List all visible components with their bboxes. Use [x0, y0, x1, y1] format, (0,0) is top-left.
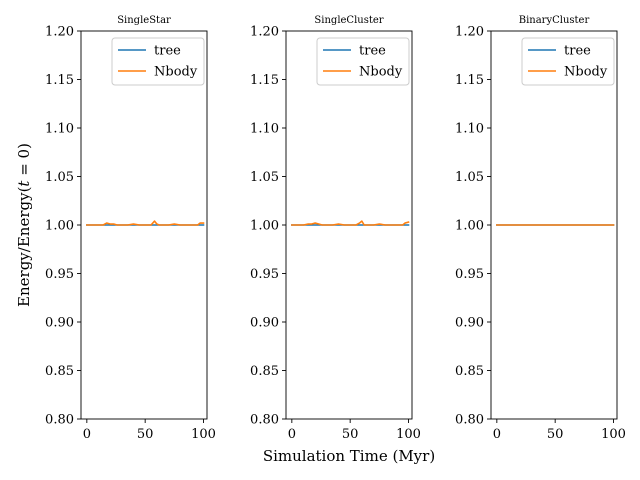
y-tick-label: 1.15: [455, 73, 484, 88]
x-tick-label: 0: [493, 427, 501, 442]
y-axis-title: Energy/Energy(t = 0): [15, 143, 33, 307]
legend-label-tree: tree: [359, 44, 386, 59]
legend: tree Nbody: [521, 37, 615, 86]
y-tick-label: 1.00: [250, 219, 279, 234]
legend: tree Nbody: [316, 37, 410, 86]
y-tick-label: 1.05: [250, 170, 279, 185]
y-tick-label: 1.00: [45, 219, 74, 234]
y-tick-label: 0.95: [45, 267, 74, 282]
y-tick-label: 1.05: [455, 170, 484, 185]
y-tick-label: 0.95: [250, 267, 279, 282]
panel-1: 0.80 0.85 0.90 0.95 1.00 1.05 1.10 1.15 1.20 0 50 1…: [45, 15, 216, 442]
series-line-nbody: [86, 220, 205, 226]
y-tick-label: 1.20: [45, 25, 74, 40]
y-tick-label: 0.95: [455, 267, 484, 282]
y-tick-label: 1.15: [45, 73, 74, 88]
panel-title: BinaryCluster: [519, 15, 590, 26]
legend-label-tree: tree: [154, 44, 181, 59]
y-tick-label: 0.80: [45, 413, 74, 428]
panel-title: SingleStar: [117, 15, 171, 26]
legend-label-nbody: Nbody: [359, 65, 403, 80]
y-tick-label: 0.85: [45, 364, 74, 379]
x-tick-label: 100: [601, 427, 626, 442]
y-tick-label: 0.85: [455, 364, 484, 379]
y-tick-label: 1.10: [250, 122, 279, 137]
y-tick-label: 1.05: [45, 170, 74, 185]
y-tick-label: 1.15: [250, 73, 279, 88]
x-tick-label: 50: [137, 427, 154, 442]
x-tick-label: 0: [83, 427, 91, 442]
legend-label-nbody: Nbody: [154, 65, 198, 80]
x-tick-label: 0: [288, 427, 296, 442]
y-tick-label: 0.80: [455, 413, 484, 428]
y-tick-label: 1.20: [250, 25, 279, 40]
x-tick-label: 100: [191, 427, 216, 442]
panels: 0.80 0.85 0.90 0.95 1.00 1.05 1.10 1.15 1.20 0 50 1…: [45, 15, 626, 442]
legend-label-nbody: Nbody: [564, 65, 608, 80]
y-tick-label: 0.90: [250, 316, 279, 331]
series-line-nbody: [291, 220, 410, 226]
legend: tree Nbody: [111, 37, 205, 86]
y-tick-label: 1.20: [455, 25, 484, 40]
panel-3: 0.80 0.85 0.90 0.95 1.00 1.05 1.10 1.15 1.20 0 50 1…: [455, 15, 626, 442]
y-tick-label: 1.00: [455, 219, 484, 234]
x-tick-label: 50: [342, 427, 359, 442]
y-axis-title-rest: = 0): [15, 143, 33, 181]
legend-label-tree: tree: [564, 44, 591, 59]
y-tick-label: 0.80: [250, 413, 279, 428]
y-tick-label: 1.10: [455, 122, 484, 137]
series-group: [291, 220, 410, 226]
y-axis-title-var: t: [15, 180, 33, 187]
x-axis-title: Simulation Time (Myr): [263, 447, 435, 465]
y-tick-label: 0.90: [455, 316, 484, 331]
y-axis-title-main: Energy/Energy(: [15, 187, 33, 307]
y-tick-label: 1.10: [45, 122, 74, 137]
y-tick-label: 0.85: [250, 364, 279, 379]
panel-2: 0.80 0.85 0.90 0.95 1.00 1.05 1.10 1.15 1.20 0 50 1…: [250, 15, 421, 442]
panel-title: SingleCluster: [314, 15, 383, 26]
x-tick-label: 100: [396, 427, 421, 442]
series-group: [86, 220, 205, 226]
x-tick-label: 50: [547, 427, 564, 442]
y-tick-label: 0.90: [45, 316, 74, 331]
